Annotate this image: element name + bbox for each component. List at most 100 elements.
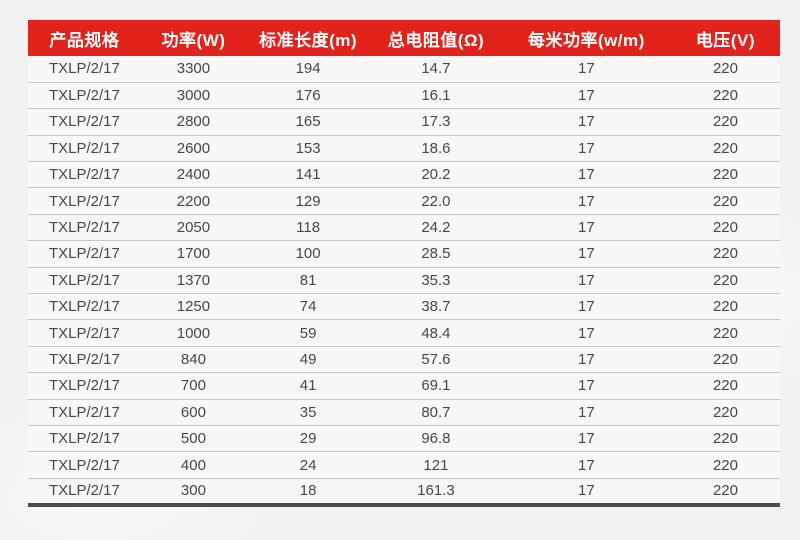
table-header: 产品规格 功率(W) 标准长度(m) 总电阻值(Ω) 每米功率(w/m) 电压(…: [28, 20, 780, 56]
table-cell: TXLP/2/17: [28, 398, 141, 426]
table-cell: TXLP/2/17: [28, 451, 141, 479]
table-cell: TXLP/2/17: [28, 187, 141, 215]
table-cell: 176: [246, 81, 371, 109]
table-cell: TXLP/2/17: [28, 477, 141, 505]
table-cell: 17: [501, 240, 671, 268]
table-cell: 220: [670, 319, 780, 347]
table-cell: 24: [246, 451, 371, 479]
table-row: TXLP/2/17 3000 176 16.1 17 220: [28, 81, 780, 109]
table-cell: TXLP/2/17: [28, 108, 141, 136]
table-cell: 17: [501, 213, 671, 241]
table-cell: TXLP/2/17: [28, 372, 141, 400]
table-cell: 18: [246, 477, 371, 505]
table-cell: 17: [501, 424, 671, 452]
table-row: TXLP/2/17 840 49 57.6 17 220: [28, 345, 780, 373]
table-cell: 220: [670, 240, 780, 268]
table-cell: 41: [246, 372, 371, 400]
table-cell: 220: [712, 60, 738, 78]
table-cell: 220: [670, 451, 780, 479]
table-cell: 400: [140, 451, 247, 479]
table-cell: 69.1: [370, 372, 502, 400]
table-cell: 17: [501, 398, 671, 426]
table-cell: 600: [140, 398, 247, 426]
table-cell: 141: [246, 161, 371, 188]
table-cell: 17: [501, 293, 671, 320]
table-cell: 118: [246, 213, 371, 241]
table-cell: 29: [246, 424, 371, 452]
table-cell: TXLP/2/17: [28, 240, 141, 268]
table-cell: 3300: [176, 60, 211, 78]
table-cell: 20.2: [370, 161, 502, 188]
table-cell: 220: [670, 398, 780, 426]
table-row: TXLP/2/17 500 29 96.8 17 220: [28, 424, 780, 452]
column-header-power: 功率(W): [140, 20, 247, 56]
column-header-product-spec: 产品规格: [28, 20, 141, 56]
table-cell: 840: [140, 345, 247, 373]
table-cell: 16.1: [370, 81, 502, 109]
table-cell: 220: [670, 345, 780, 373]
table-cell: 1250: [140, 293, 247, 320]
table-cell: 35: [246, 398, 371, 426]
table-cell: 2600: [140, 134, 247, 162]
table-cell: 165: [246, 108, 371, 136]
table-row: TXLP/2/17 1250 74 38.7 17 220: [28, 293, 780, 320]
table-cell: 17: [501, 319, 671, 347]
table-cell: 24.2: [370, 213, 502, 241]
table-cell: 17: [501, 108, 671, 136]
table-cell: 17: [501, 187, 671, 215]
table-row: TXLP/2/17 1000 59 48.4 17 220: [28, 319, 780, 347]
table-cell: 22.0: [370, 187, 502, 215]
header-row: 产品规格 功率(W) 标准长度(m) 总电阻值(Ω) 每米功率(w/m) 电压(…: [28, 20, 780, 56]
table-cell: 220: [670, 161, 780, 188]
table-row: TXLP/2/17 700 41 69.1 17 220: [28, 372, 780, 400]
table-cell: TXLP/2/17: [28, 424, 141, 452]
table-cell: 220: [670, 213, 780, 241]
table-cell: 17: [501, 134, 671, 162]
table-cell: 28.5: [370, 240, 502, 268]
table-cell: 220: [670, 424, 780, 452]
table-row: TXLP/2/17 1370 81 35.3 17 220: [28, 266, 780, 294]
table-cell: 17: [501, 266, 671, 294]
table-cell: TXLP/2/17: [28, 213, 141, 241]
table-cell: TXLP/2/17: [28, 134, 141, 162]
table-cell: 129: [246, 187, 371, 215]
table-cell: 220: [670, 108, 780, 136]
table-cell: 74: [246, 293, 371, 320]
table-cell: 14.7: [421, 60, 451, 78]
table-cell: TXLP/2/17: [28, 266, 141, 294]
table-cell: 80.7: [370, 398, 502, 426]
table-cell: 35.3: [370, 266, 502, 294]
table-cell: 500: [140, 424, 247, 452]
table-cell: 220: [670, 134, 780, 162]
table-cell: 2800: [140, 108, 247, 136]
table-cell: 49: [246, 345, 371, 373]
table-row: TXLP/2/17 2200 129 22.0 17 220: [28, 187, 780, 215]
column-header-total-resistance: 总电阻值(Ω): [370, 20, 502, 56]
table-cell: 2400: [140, 161, 247, 188]
table-cell: 2200: [140, 187, 247, 215]
column-header-standard-length: 标准长度(m): [246, 20, 371, 56]
table-row: TXLP/2/17 2400 141 20.2 17 220: [28, 161, 780, 188]
table-cell: 220: [670, 477, 780, 505]
table-cell: 17: [501, 345, 671, 373]
table-cell: 38.7: [370, 293, 502, 320]
table-row: TXLP/2/17 3300 194 14.7 17 220: [28, 56, 780, 83]
table-cell: TXLP/2/17: [28, 81, 141, 109]
table-row: TXLP/2/17 300 18 161.3 17 220: [28, 477, 780, 505]
table-cell: TXLP/2/17: [28, 161, 141, 188]
column-header-voltage: 电压(V): [670, 20, 780, 56]
table-cell: 121: [370, 451, 502, 479]
table-body: TXLP/2/17 3300 194 14.7 17 220 TXLP/2/17 3000 17…: [28, 56, 780, 505]
table-cell: 17: [501, 161, 671, 188]
table-cell: 3000: [140, 81, 247, 109]
table-cell: TXLP/2/17: [28, 293, 141, 320]
table-cell: 220: [670, 187, 780, 215]
table-cell: 17: [577, 60, 595, 78]
table-cell: 153: [246, 134, 371, 162]
table-cell: 700: [140, 372, 247, 400]
table-cell: TXLP/2/17: [28, 345, 141, 373]
table-row: TXLP/2/17 400 24 121 17 220: [28, 451, 780, 479]
table-cell: 59: [246, 319, 371, 347]
table-cell: 1000: [140, 319, 247, 347]
table-cell: 220: [670, 81, 780, 109]
